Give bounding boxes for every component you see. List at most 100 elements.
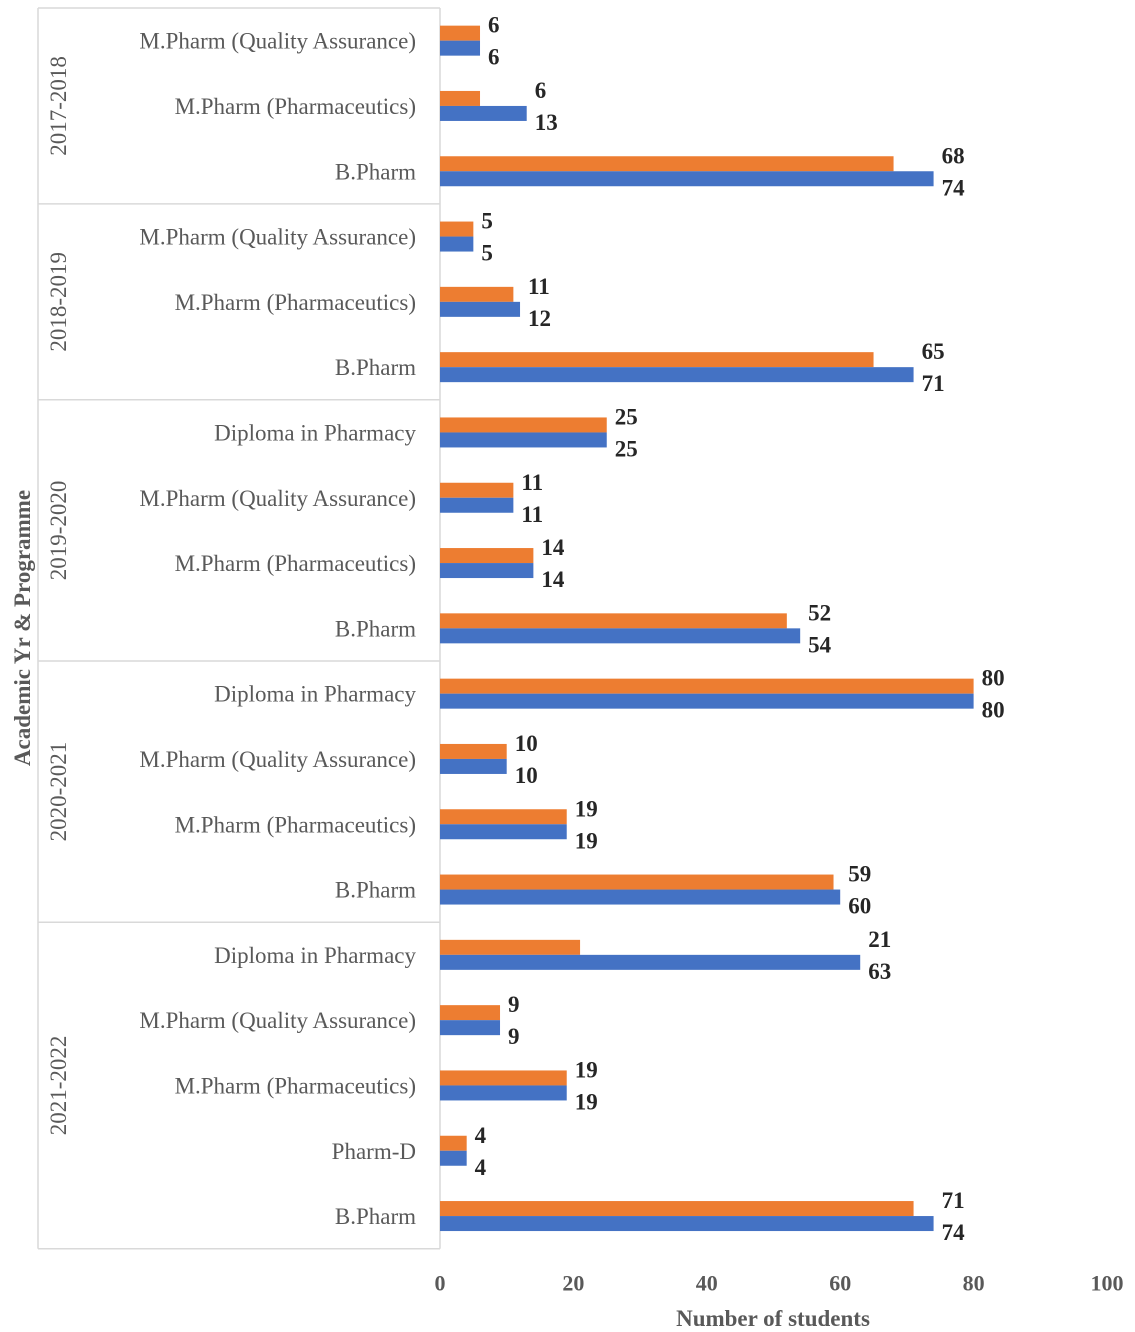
bar-series-b <box>440 889 841 905</box>
data-label-series-b: 54 <box>808 632 832 657</box>
bar-series-b <box>440 954 861 970</box>
x-axis-title: Number of students <box>676 1306 870 1331</box>
bar-series-b <box>440 301 521 317</box>
bar-series-a <box>440 417 607 433</box>
bar-series-b <box>440 105 527 121</box>
data-label-series-a: 11 <box>521 470 543 495</box>
data-labels: 6 6 6 13 68 74 5 5 11 12 65 71 25 25 11 11 14 14 52 54 80 80 1… <box>475 13 1005 1245</box>
data-label-series-b: 11 <box>521 502 543 527</box>
category-labels: M.Pharm (Quality Assurance) M.Pharm (Phar… <box>139 29 416 1229</box>
category-label: M.Pharm (Quality Assurance) <box>139 29 416 54</box>
bar-series-a <box>440 613 787 629</box>
bar-series-b <box>440 1085 567 1101</box>
x-tick-label: 100 <box>1091 1271 1124 1296</box>
x-tick-label: 0 <box>435 1271 446 1296</box>
data-label-series-b: 74 <box>942 1220 966 1245</box>
bar-series-b <box>440 497 514 513</box>
year-label: 2018-2019 <box>46 252 71 352</box>
bar-series-b <box>440 693 974 709</box>
category-label: M.Pharm (Pharmaceutics) <box>175 1073 416 1098</box>
category-label: M.Pharm (Quality Assurance) <box>139 225 416 250</box>
data-label-series-b: 5 <box>481 241 493 266</box>
bar-series-a <box>440 809 567 825</box>
year-label: 2019-2020 <box>46 481 71 581</box>
data-label-series-b: 25 <box>615 436 638 461</box>
data-label-series-b: 14 <box>541 567 565 592</box>
bar-series-a <box>440 1201 914 1217</box>
bar-series-a <box>440 482 514 498</box>
category-label: B.Pharm <box>335 159 416 184</box>
data-label-series-b: 12 <box>528 306 551 331</box>
bar-series-b <box>440 758 507 774</box>
data-label-series-a: 11 <box>528 274 550 299</box>
bar-series-a <box>440 25 481 41</box>
bar-series-b <box>440 367 914 383</box>
category-label: M.Pharm (Pharmaceutics) <box>175 551 416 576</box>
data-label-series-a: 9 <box>508 992 520 1017</box>
category-label: M.Pharm (Pharmaceutics) <box>175 290 416 315</box>
data-label-series-a: 68 <box>942 143 965 168</box>
data-label-series-a: 25 <box>615 404 638 429</box>
category-label: M.Pharm (Quality Assurance) <box>139 486 416 511</box>
data-label-series-a: 6 <box>535 78 547 103</box>
year-label: 2021-2022 <box>46 1036 71 1136</box>
x-tick-label: 60 <box>829 1271 851 1296</box>
category-label: B.Pharm <box>335 355 416 380</box>
category-label: M.Pharm (Pharmaceutics) <box>175 812 416 837</box>
bar-series-a <box>440 1005 501 1021</box>
data-label-series-b: 4 <box>475 1155 487 1180</box>
bar-series-a <box>440 286 514 302</box>
bar-series-a <box>440 1070 567 1086</box>
bar-series-a <box>440 90 481 106</box>
x-tick-label: 40 <box>696 1271 718 1296</box>
bar-series-b <box>440 563 534 579</box>
x-tick-label: 20 <box>562 1271 584 1296</box>
data-label-series-b: 19 <box>575 828 598 853</box>
data-label-series-b: 71 <box>922 371 945 396</box>
bar-series-b <box>440 1020 501 1036</box>
year-label: 2017-2018 <box>46 56 71 156</box>
data-label-series-b: 6 <box>488 45 500 70</box>
bar-series-b <box>440 1150 467 1166</box>
data-label-series-a: 19 <box>575 1057 598 1082</box>
data-label-series-a: 80 <box>982 666 1005 691</box>
year-label: 2020-2021 <box>46 742 71 842</box>
bar-series-a <box>440 939 581 955</box>
y-axis-title: Academic Yr & Programme <box>10 490 35 766</box>
data-label-series-b: 10 <box>515 763 538 788</box>
data-label-series-a: 71 <box>942 1188 965 1213</box>
bars-layer <box>440 25 974 1232</box>
category-label: Diploma in Pharmacy <box>214 943 416 968</box>
data-label-series-a: 59 <box>848 862 871 887</box>
data-label-series-b: 74 <box>942 175 966 200</box>
bar-series-a <box>440 678 974 694</box>
bar-series-a <box>440 221 474 237</box>
data-label-series-a: 52 <box>808 600 831 625</box>
data-label-series-b: 19 <box>575 1089 598 1114</box>
bar-series-a <box>440 743 507 759</box>
bar-series-a <box>440 548 534 564</box>
category-label: B.Pharm <box>335 1204 416 1229</box>
bar-series-a <box>440 352 874 368</box>
data-label-series-a: 4 <box>475 1123 487 1148</box>
data-label-series-b: 13 <box>535 110 558 135</box>
category-label: M.Pharm (Quality Assurance) <box>139 747 416 772</box>
bar-series-a <box>440 156 894 172</box>
bar-series-a <box>440 1135 467 1151</box>
category-label: Diploma in Pharmacy <box>214 420 416 445</box>
bar-series-b <box>440 1216 934 1232</box>
year-labels: 2017-2018 2018-2019 2019-2020 2020-2021 2021… <box>46 56 71 1135</box>
data-label-series-a: 21 <box>868 927 891 952</box>
category-label: M.Pharm (Pharmaceutics) <box>175 94 416 119</box>
bar-series-b <box>440 628 801 644</box>
category-label: M.Pharm (Quality Assurance) <box>139 1008 416 1033</box>
data-label-series-b: 80 <box>982 698 1005 723</box>
bar-series-b <box>440 40 481 56</box>
data-label-series-a: 19 <box>575 796 598 821</box>
data-label-series-a: 10 <box>515 731 538 756</box>
x-axis-ticks: 0 20 40 60 80 100 <box>435 1271 1124 1296</box>
category-label: Pharm-D <box>332 1139 416 1164</box>
data-label-series-b: 9 <box>508 1024 520 1049</box>
category-label: B.Pharm <box>335 878 416 903</box>
